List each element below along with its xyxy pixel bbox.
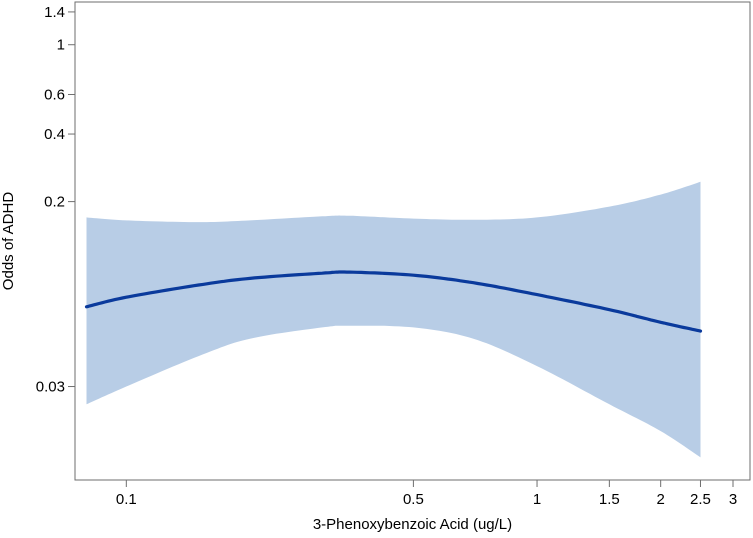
y-tick-label: 1 [57,37,65,54]
tick-layer: 0.03 0.2 0.4 0.6 1 1.4 0.1 0.5 1 1.5 2 2.5 3 [36,4,737,508]
x-tick-label: 2.5 [690,491,711,508]
odds-estimate-line [84,270,703,333]
x-tick-label: 0.5 [403,491,424,508]
plot-border [74,1,751,481]
y-tick-label: 0.2 [44,194,65,211]
y-tick-label: 0.6 [44,87,65,104]
x-tick-label: 0.1 [116,491,137,508]
x-tick-label: 3 [729,491,737,508]
x-tick-label: 2 [657,491,665,508]
x-axis-title: 3-Phenoxybenzoic Acid (ug/L) [313,516,512,533]
y-tick-label: 1.4 [44,4,65,21]
x-tick-label: 1.5 [599,491,620,508]
series-line-layer [84,270,703,333]
y-tick-label: 0.03 [36,379,65,396]
confidence-band [86,181,701,458]
x-tick-label: 1 [533,491,541,508]
confidence-band-layer [86,181,701,458]
y-tick-label: 0.4 [44,126,65,143]
plot-frame [74,1,751,481]
y-axis-title: Odds of ADHD [0,192,17,291]
